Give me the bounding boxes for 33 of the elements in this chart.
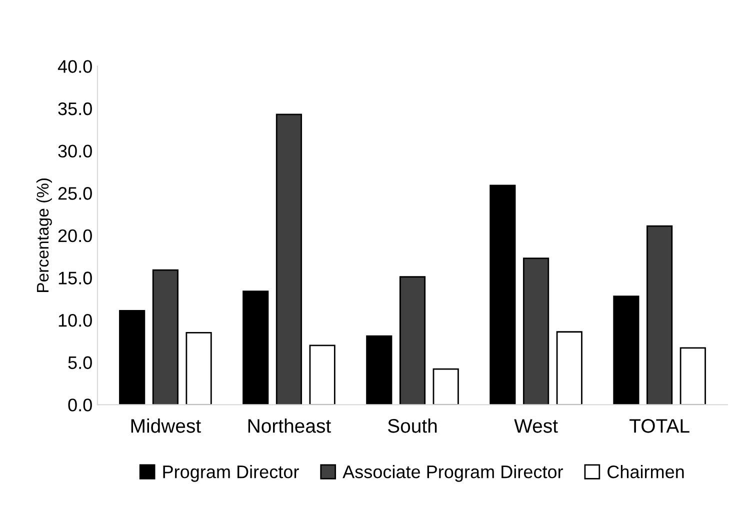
legend-label: Associate Program Director (342, 465, 564, 482)
bar (646, 225, 673, 405)
y-tick-label: 20.0 (58, 229, 92, 242)
bar (522, 258, 550, 405)
legend-label: Chairmen (608, 465, 684, 478)
x-tick-label: TOTAL (630, 419, 690, 433)
legend-label: Program Director (163, 465, 299, 482)
bar (432, 368, 459, 405)
bar (119, 310, 146, 405)
y-tick-label: 0.0 (68, 398, 92, 412)
bar (242, 290, 269, 405)
y-axis-title: Percentage (%) (36, 178, 52, 292)
bar (309, 344, 336, 405)
bar (680, 347, 706, 405)
x-tick-label: South (388, 418, 437, 433)
bar (556, 331, 582, 405)
y-tick-label: 25.0 (58, 187, 92, 200)
y-tick-label: 35.0 (58, 102, 92, 116)
bar (399, 276, 426, 405)
bar (490, 184, 516, 405)
bar (276, 114, 302, 405)
bar (366, 335, 392, 405)
y-tick-label: 30.0 (58, 144, 92, 158)
y-tick-label: 40.0 (58, 60, 92, 73)
x-tick-label: West (514, 419, 558, 433)
y-tick-label: 15.0 (58, 272, 92, 284)
y-tick-label: 10.0 (58, 314, 92, 327)
bar (186, 332, 212, 405)
y-tick-label: 5.0 (68, 356, 92, 370)
x-tick-label: Midwest (131, 418, 201, 433)
bar (613, 296, 640, 405)
x-tick-label: Northeast (248, 418, 331, 433)
bar (152, 269, 178, 405)
